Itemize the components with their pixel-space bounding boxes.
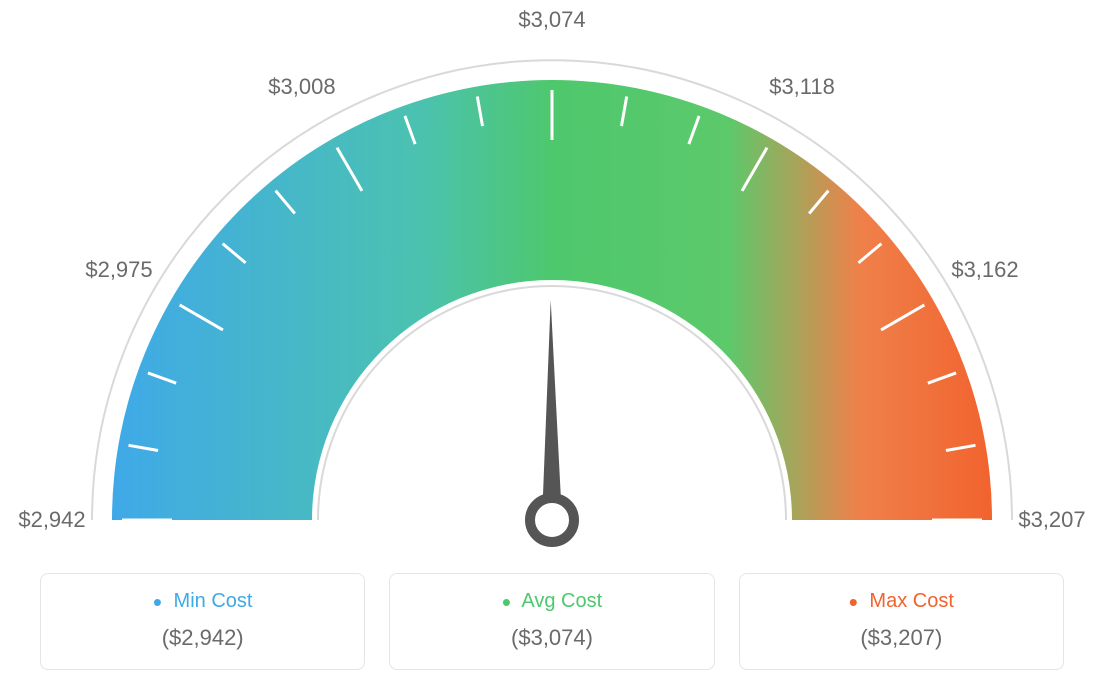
gauge-svg bbox=[0, 0, 1104, 560]
legend-title-min: • Min Cost bbox=[51, 590, 354, 613]
gauge-chart: $2,942 $2,975 $3,008 $3,074 $3,118 $3,162 $3,2… bbox=[0, 0, 1104, 560]
legend-title-avg: • Avg Cost bbox=[400, 590, 703, 613]
legend-dot-max-icon: • bbox=[849, 587, 858, 617]
legend-label-avg: Avg Cost bbox=[521, 590, 602, 612]
cost-gauge-container: $2,942 $2,975 $3,008 $3,074 $3,118 $3,162 $3,2… bbox=[0, 0, 1104, 690]
legend-label-max: Max Cost bbox=[869, 590, 953, 612]
legend-dot-avg-icon: • bbox=[502, 587, 511, 617]
gauge-tick-label: $2,975 bbox=[85, 257, 152, 283]
legend-dot-min-icon: • bbox=[153, 587, 162, 617]
legend-card-avg: • Avg Cost ($3,074) bbox=[389, 573, 714, 670]
gauge-tick-label: $3,008 bbox=[268, 74, 335, 100]
gauge-tick-label: $3,074 bbox=[518, 7, 585, 33]
gauge-tick-label: $3,162 bbox=[951, 257, 1018, 283]
legend-label-min: Min Cost bbox=[174, 590, 253, 612]
legend-card-min: • Min Cost ($2,942) bbox=[40, 573, 365, 670]
legend-row: • Min Cost ($2,942) • Avg Cost ($3,074) … bbox=[40, 573, 1064, 670]
legend-value-max: ($3,207) bbox=[750, 625, 1053, 651]
legend-card-max: • Max Cost ($3,207) bbox=[739, 573, 1064, 670]
legend-value-avg: ($3,074) bbox=[400, 625, 703, 651]
legend-title-max: • Max Cost bbox=[750, 590, 1053, 613]
gauge-tick-label: $2,942 bbox=[18, 507, 85, 533]
gauge-tick-label: $3,207 bbox=[1018, 507, 1085, 533]
gauge-tick-label: $3,118 bbox=[769, 74, 835, 100]
legend-value-min: ($2,942) bbox=[51, 625, 354, 651]
